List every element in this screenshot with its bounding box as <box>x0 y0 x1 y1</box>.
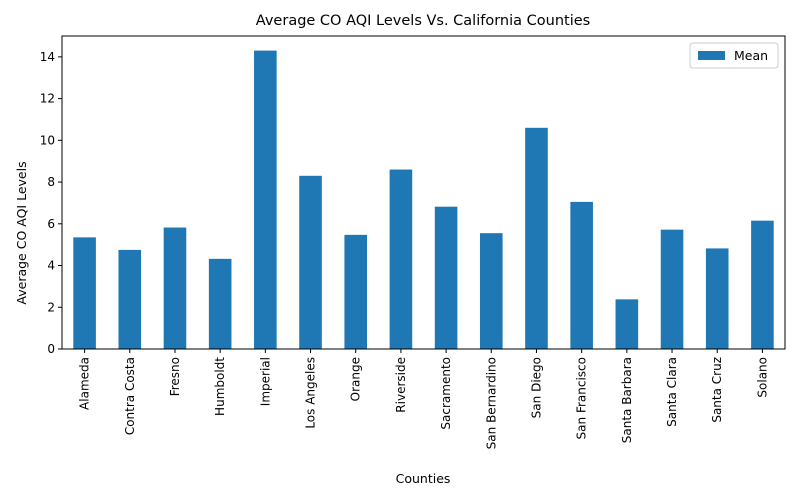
bar <box>751 220 774 349</box>
bars-group <box>73 50 774 350</box>
bar <box>344 234 368 349</box>
bar <box>118 249 142 349</box>
y-tick-label: 14 <box>40 50 55 64</box>
y-tick-label: 4 <box>47 259 55 273</box>
x-tick-label: San Diego <box>529 357 543 418</box>
x-tick-label: Santa Clara <box>665 357 679 427</box>
x-tick-label: Imperial <box>258 357 272 406</box>
chart-title: Average CO AQI Levels Vs. California Cou… <box>256 13 590 29</box>
x-tick-label: Santa Barbara <box>620 357 634 443</box>
bar <box>73 237 96 349</box>
bar <box>705 248 729 349</box>
x-tick-label: Santa Cruz <box>710 357 724 423</box>
bar <box>479 233 503 349</box>
x-axis-ticks: Alameda Contra Costa Fresno Humboldt Imperia… <box>78 349 769 449</box>
y-tick-label: 12 <box>40 92 55 106</box>
x-tick-label: Alameda <box>78 357 92 410</box>
legend: Mean <box>689 42 779 69</box>
x-tick-label: Solano <box>755 357 769 398</box>
bar <box>299 175 322 349</box>
x-tick-label: Orange <box>349 357 363 401</box>
bar <box>208 258 232 349</box>
y-axis-ticks: 0 2 4 6 8 10 12 14 <box>40 50 62 356</box>
x-tick-label: Fresno <box>168 357 182 396</box>
y-tick-label: 10 <box>40 133 55 147</box>
y-tick-label: 2 <box>47 300 55 314</box>
bar <box>660 229 684 349</box>
bar <box>525 127 548 350</box>
bar <box>615 299 639 349</box>
x-axis-label: Counties <box>396 471 451 486</box>
bar <box>254 50 277 350</box>
legend-box <box>689 42 779 69</box>
x-tick-label: Los Angeles <box>304 357 318 429</box>
plot-area-frame <box>61 35 786 350</box>
bar <box>163 227 187 349</box>
x-tick-label: Humboldt <box>213 357 227 416</box>
x-tick-label: Sacramento <box>439 357 453 430</box>
bar <box>570 201 593 349</box>
x-tick-label: San Bernardino <box>484 357 498 449</box>
x-tick-label: Riverside <box>394 357 408 413</box>
y-tick-label: 0 <box>47 342 55 356</box>
bar <box>389 169 413 349</box>
legend-swatch <box>698 51 725 60</box>
y-tick-label: 8 <box>47 175 55 189</box>
legend-label: Mean <box>734 48 768 63</box>
x-tick-label: Contra Costa <box>123 357 137 435</box>
bar <box>434 206 458 349</box>
y-tick-label: 6 <box>47 217 55 231</box>
y-axis-label: Average CO AQI Levels <box>14 161 29 304</box>
x-tick-label: San Francisco <box>575 357 589 439</box>
